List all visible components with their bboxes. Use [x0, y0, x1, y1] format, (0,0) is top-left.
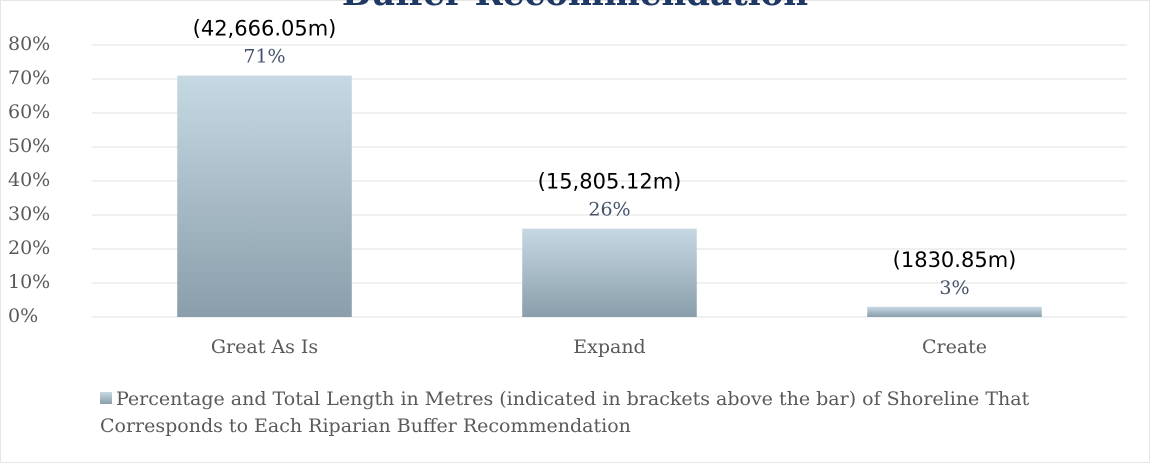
bar [867, 306, 1042, 317]
value-label: 3% [939, 277, 969, 299]
chart-title: Buffer Recommendation [342, 0, 808, 14]
x-tick-label: Expand [573, 336, 645, 358]
x-tick-label: Create [922, 336, 987, 358]
y-tick-label: 80% [8, 33, 50, 55]
annotation: (1830.85m) [893, 248, 1017, 272]
y-tick-label: 20% [8, 237, 50, 259]
legend-swatch [100, 392, 112, 404]
bar [177, 75, 352, 317]
annotation: (42,666.05m) [193, 17, 337, 41]
value-label: 26% [588, 199, 630, 221]
legend-label: Percentage and Total Length in Metres (i… [100, 388, 1030, 437]
bar [522, 228, 697, 317]
annotation: (15,805.12m) [538, 170, 682, 194]
y-tick-label: 0% [8, 305, 38, 327]
y-tick-label: 10% [8, 271, 50, 293]
y-tick-label: 60% [8, 101, 50, 123]
y-tick-label: 50% [8, 135, 50, 157]
value-label: 71% [243, 46, 285, 68]
y-tick-label: 30% [8, 203, 50, 225]
legend: Percentage and Total Length in Metres (i… [100, 386, 1100, 440]
x-tick-label: Great As Is [211, 336, 318, 358]
y-tick-label: 40% [8, 169, 50, 191]
y-tick-label: 70% [8, 67, 50, 89]
